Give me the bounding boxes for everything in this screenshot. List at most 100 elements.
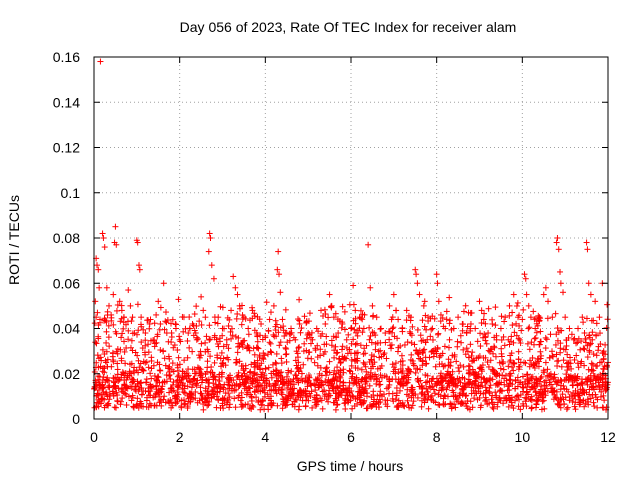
data-point (207, 369, 214, 376)
data-point (514, 299, 521, 306)
data-point (267, 348, 274, 355)
data-point (335, 356, 342, 363)
data-point (128, 384, 135, 391)
data-point (501, 318, 508, 325)
data-point (357, 307, 364, 314)
data-point (437, 318, 444, 325)
data-point (557, 280, 564, 287)
data-point (179, 373, 186, 380)
data-point (279, 386, 286, 393)
data-point (514, 392, 521, 399)
data-point (542, 334, 549, 341)
data-point (273, 333, 280, 340)
data-point (456, 368, 463, 375)
data-point (162, 309, 169, 316)
data-point (580, 345, 587, 352)
data-point (445, 344, 452, 351)
data-point (314, 362, 321, 369)
data-point (240, 365, 247, 372)
data-point (533, 392, 540, 399)
data-point (219, 325, 226, 332)
data-point (346, 379, 353, 386)
data-point (111, 404, 118, 411)
data-point (194, 335, 201, 342)
data-point (377, 326, 384, 333)
y-tick-label: 0.08 (53, 230, 80, 246)
data-point (574, 339, 581, 346)
data-point (354, 327, 361, 334)
data-point (112, 404, 119, 411)
data-point (325, 398, 332, 405)
data-point (452, 404, 459, 411)
data-point (124, 374, 131, 381)
data-point (440, 395, 447, 402)
data-point (532, 334, 539, 341)
data-point (203, 333, 210, 340)
data-point (590, 399, 597, 406)
data-point (449, 387, 456, 394)
data-point (332, 310, 339, 317)
data-point (128, 337, 135, 344)
data-point (454, 338, 461, 345)
data-point (266, 316, 273, 323)
data-point (344, 350, 351, 357)
data-point (92, 339, 99, 346)
data-point (214, 354, 221, 361)
data-point (390, 291, 397, 298)
data-point (145, 364, 152, 371)
data-point (254, 333, 261, 340)
data-point (467, 341, 474, 348)
data-point (390, 324, 397, 331)
data-point (253, 394, 260, 401)
data-point (521, 271, 528, 278)
data-point (303, 335, 310, 342)
data-point (348, 340, 355, 347)
data-point (594, 362, 601, 369)
data-point (562, 314, 569, 321)
data-point (351, 350, 358, 357)
data-point (156, 367, 163, 374)
data-point (404, 339, 411, 346)
data-point (360, 359, 367, 366)
data-point (320, 351, 327, 358)
data-point (432, 399, 439, 406)
y-tick-label: 0.06 (53, 275, 80, 291)
data-point (299, 397, 306, 404)
data-point (580, 388, 587, 395)
x-tick-label: 4 (261, 429, 269, 445)
data-point (396, 387, 403, 394)
data-point (125, 336, 132, 343)
data-point (463, 345, 470, 352)
data-point (412, 266, 419, 273)
data-point (443, 308, 450, 315)
data-point (200, 307, 207, 314)
data-point (515, 356, 522, 363)
data-point (174, 383, 181, 390)
data-point (437, 370, 444, 377)
data-point (588, 360, 595, 367)
data-point (245, 331, 252, 338)
data-point (506, 376, 513, 383)
data-point (537, 338, 544, 345)
data-point (157, 347, 164, 354)
data-point (553, 239, 560, 246)
data-point (525, 302, 532, 309)
data-point (266, 387, 273, 394)
data-point (602, 341, 609, 348)
data-point (592, 298, 599, 305)
data-point (334, 364, 341, 371)
data-point (216, 377, 223, 384)
data-point (458, 339, 465, 346)
data-point (369, 302, 376, 309)
data-point (538, 373, 545, 380)
data-point (418, 403, 425, 410)
data-point (326, 291, 333, 298)
data-point (500, 366, 507, 373)
data-point (178, 403, 185, 410)
data-point (296, 343, 303, 350)
data-point (319, 405, 326, 412)
data-point (587, 340, 594, 347)
data-point (205, 383, 212, 390)
y-tick-label: 0.04 (53, 321, 80, 337)
data-point (601, 397, 608, 404)
